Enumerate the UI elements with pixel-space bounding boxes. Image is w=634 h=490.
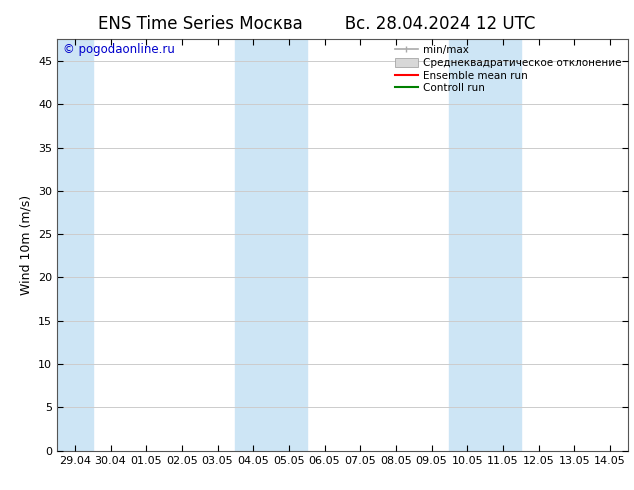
Bar (57, 39, 93, 451)
Bar (235, 39, 307, 451)
Bar (450, 39, 521, 451)
Text: ENS Time Series Москва        Вс. 28.04.2024 12 UTC: ENS Time Series Москва Вс. 28.04.2024 12… (98, 15, 536, 33)
Text: © pogodaonline.ru: © pogodaonline.ru (63, 43, 174, 56)
Y-axis label: Wind 10m (m/s): Wind 10m (m/s) (20, 195, 32, 295)
Legend: min/max, Среднеквадратическое отклонение, Ensemble mean run, Controll run: min/max, Среднеквадратическое отклонение… (392, 42, 624, 97)
